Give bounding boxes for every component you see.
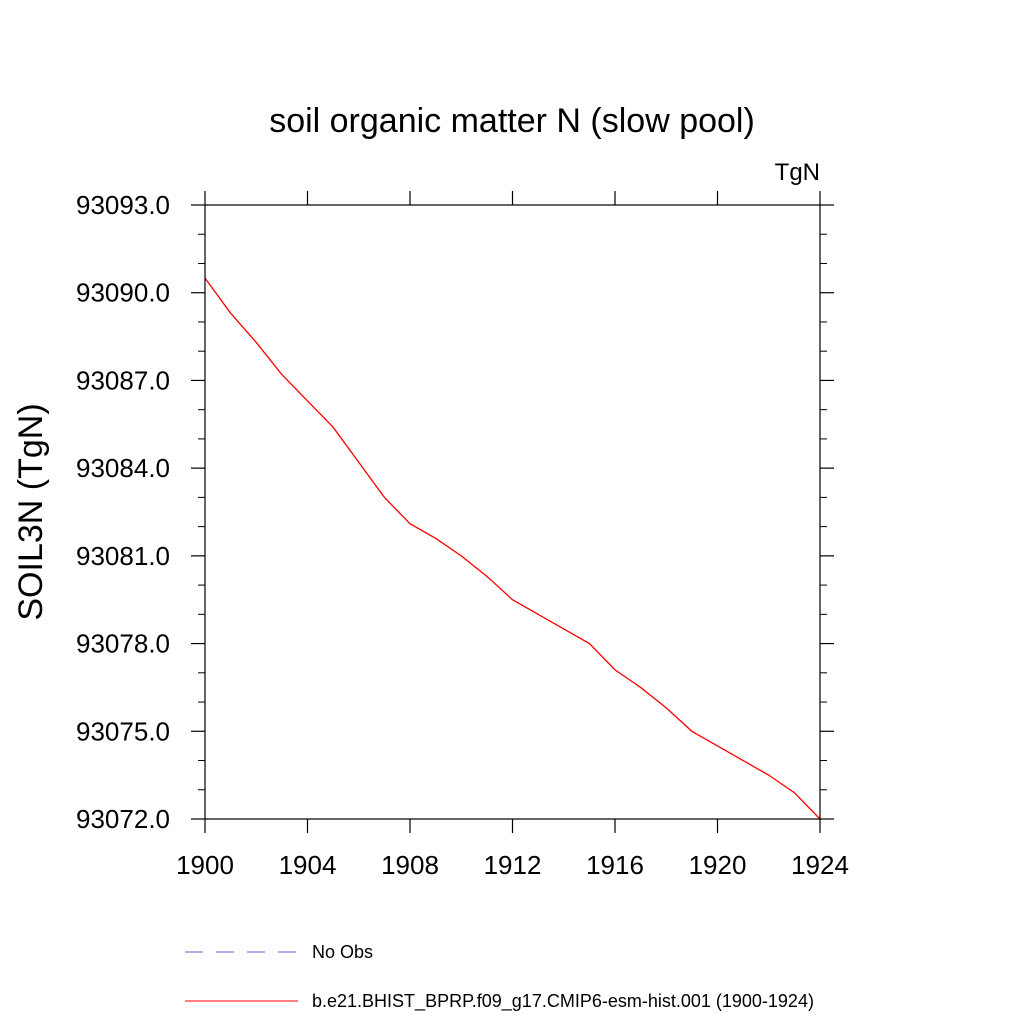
y-axis-label: SOIL3N (TgN) [12, 403, 50, 620]
x-tick-label: 1924 [791, 850, 849, 880]
x-tick-label: 1916 [586, 850, 644, 880]
axis-ticks: 1900 1904 1908 1912 1916 1920 1924 93072.0 93075… [76, 190, 849, 880]
y-tick-label: 93090.0 [76, 278, 170, 308]
plot-area [204, 277, 821, 820]
y-tick-label: 93081.0 [76, 541, 170, 571]
y-tick-label: 93084.0 [76, 453, 170, 483]
y-tick-label: 93087.0 [76, 365, 170, 395]
x-tick-label: 1920 [689, 850, 747, 880]
x-tick-label: 1900 [176, 850, 234, 880]
legend-label: No Obs [312, 942, 373, 962]
plot-frame [204, 204, 821, 820]
x-tick-label: 1912 [484, 850, 542, 880]
series-line [204, 277, 821, 820]
x-tick-label: 1908 [381, 850, 439, 880]
x-tick-label: 1904 [279, 850, 337, 880]
legend-label: b.e21.BHIST_BPRP.f09_g17.CMIP6-esm-hist.… [312, 991, 814, 1012]
y-tick-label: 93078.0 [76, 629, 170, 659]
legend: No Obs b.e21.BHIST_BPRP.f09_g17.CMIP6-esm… [185, 942, 814, 1012]
y-tick-label: 93072.0 [76, 804, 170, 834]
chart-title: soil organic matter N (slow pool) [269, 102, 755, 140]
y-tick-label: 93093.0 [76, 190, 170, 220]
y-tick-label: 93075.0 [76, 716, 170, 746]
units-label: TgN [775, 159, 820, 186]
